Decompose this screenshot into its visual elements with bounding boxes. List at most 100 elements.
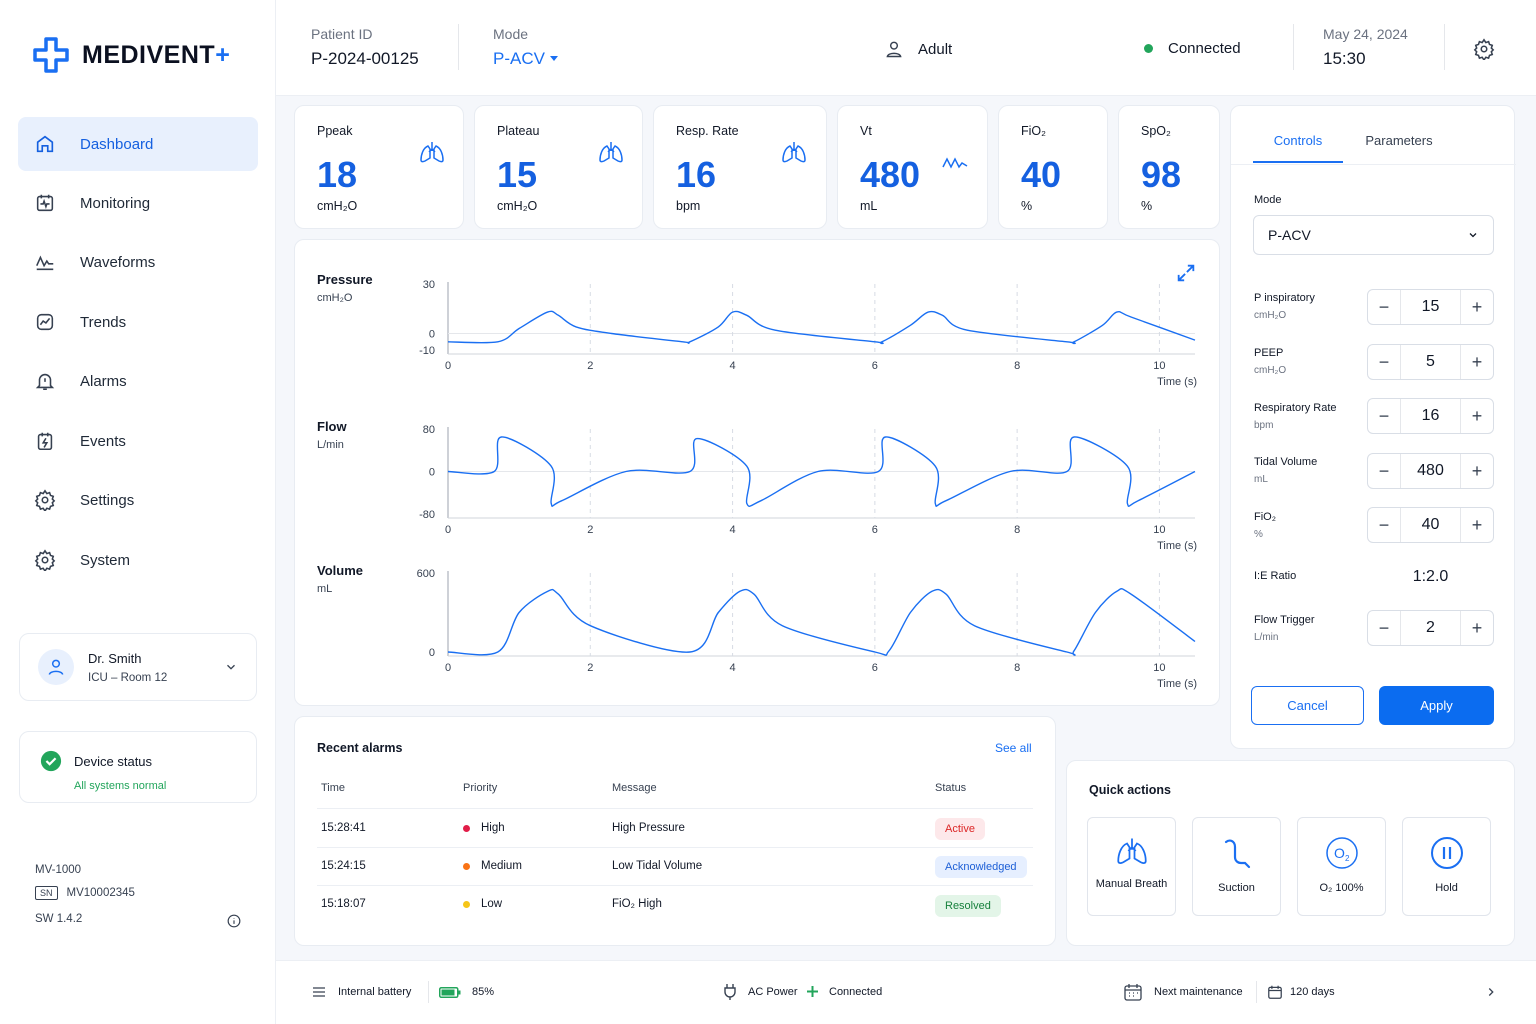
flow-waveform-line xyxy=(447,436,1196,508)
tab-controls[interactable]: Controls xyxy=(1273,133,1323,148)
chevron-right-icon[interactable] xyxy=(1484,985,1498,999)
y-tick-label: 0 xyxy=(429,647,435,659)
stepper-value[interactable]: 480 xyxy=(1400,454,1461,488)
sn-tag: SN xyxy=(35,886,58,900)
param-label-fio2: FiO₂ % xyxy=(1254,511,1276,540)
decrement-button[interactable]: − xyxy=(1378,352,1390,372)
decrement-button[interactable]: − xyxy=(1378,406,1390,426)
svg-text:2: 2 xyxy=(1345,854,1350,863)
mode-select[interactable]: P-ACV xyxy=(1253,215,1494,255)
stepper-value[interactable]: 16 xyxy=(1400,399,1461,433)
metric-unit: bpm xyxy=(676,199,701,213)
metric-value: 18 xyxy=(317,154,358,195)
stepper-value[interactable]: 2 xyxy=(1400,611,1461,645)
increment-button[interactable]: + xyxy=(1471,515,1483,535)
user-icon xyxy=(886,41,902,58)
stepper-value[interactable]: 40 xyxy=(1400,508,1461,542)
nav-item-monitoring[interactable]: Monitoring xyxy=(18,176,258,230)
decrement-button[interactable]: − xyxy=(1378,618,1390,638)
mode-select-value: P-ACV xyxy=(1268,227,1311,243)
ie-ratio-value: 1:2.0 xyxy=(1412,568,1449,585)
nav-item-alarms[interactable]: Alarms xyxy=(18,354,258,408)
metric-value: 40 xyxy=(1021,154,1062,195)
battery-icon xyxy=(439,987,461,998)
nav-item-system[interactable]: System xyxy=(18,533,258,587)
table-row[interactable]: 15:24:15 Medium Low Tidal Volume Acknowl… xyxy=(317,848,1033,886)
fio2-stepper[interactable]: − 40 + xyxy=(1367,507,1494,543)
x-tick-label: 8 xyxy=(1014,360,1020,372)
p-insp-stepper[interactable]: − 15 + xyxy=(1367,289,1494,325)
lungs-icon xyxy=(782,142,806,163)
resp-rate-stepper[interactable]: − 16 + xyxy=(1367,398,1494,434)
tab-parameters[interactable]: Parameters xyxy=(1365,133,1433,148)
plus-icon xyxy=(807,986,818,997)
maintenance-label: Next maintenance xyxy=(1154,986,1243,998)
decrement-button[interactable]: − xyxy=(1378,297,1390,317)
mode-block[interactable]: Mode P-ACV xyxy=(493,26,558,69)
x-tick-label: 6 xyxy=(872,662,878,674)
nav-item-dashboard[interactable]: Dashboard xyxy=(18,117,258,171)
increment-button[interactable]: + xyxy=(1471,406,1483,426)
peep-stepper[interactable]: − 5 + xyxy=(1367,344,1494,380)
table-row[interactable]: 15:28:41 High High Pressure Active xyxy=(317,809,1033,847)
info-icon[interactable] xyxy=(227,914,241,928)
alarm-time: 15:24:15 xyxy=(321,860,366,872)
divider xyxy=(1444,24,1445,70)
nav-item-events[interactable]: Events xyxy=(18,414,258,468)
metric-unit: cmH₂O xyxy=(497,199,538,213)
lungs-icon xyxy=(1116,838,1147,864)
see-all-link[interactable]: See all xyxy=(995,741,1032,755)
y-tick-label: 80 xyxy=(423,424,435,436)
power-plug-icon xyxy=(724,984,736,1000)
alarms-title: Recent alarms xyxy=(317,741,403,755)
column-header-status: Status xyxy=(935,782,967,794)
param-label: P inspiratory xyxy=(1254,292,1315,304)
decrement-button[interactable]: − xyxy=(1378,515,1390,535)
cancel-button[interactable]: Cancel xyxy=(1251,686,1364,725)
software-version: SW 1.4.2 xyxy=(35,913,83,925)
metric-label: SpO₂ xyxy=(1141,124,1171,138)
chart-title-pressure: Pressure cmH₂O xyxy=(317,272,373,304)
nav-item-settings[interactable]: Settings xyxy=(18,473,258,527)
increment-button[interactable]: + xyxy=(1471,352,1483,372)
increment-button[interactable]: + xyxy=(1471,297,1483,317)
stepper-value[interactable]: 15 xyxy=(1400,290,1461,324)
battery-menu-icon xyxy=(313,987,325,997)
x-tick-label: 8 xyxy=(1014,662,1020,674)
metric-unit: cmH₂O xyxy=(317,199,358,213)
divider xyxy=(1293,24,1294,70)
manual-breath-button[interactable]: Manual Breath xyxy=(1087,817,1176,916)
expand-icon[interactable] xyxy=(1175,262,1197,284)
table-row[interactable]: 15:18:07 Low FiO₂ High Resolved xyxy=(317,886,1033,924)
decrement-button[interactable]: − xyxy=(1378,461,1390,481)
apply-button[interactable]: Apply xyxy=(1379,686,1494,725)
tidal-volume-stepper[interactable]: − 480 + xyxy=(1367,453,1494,489)
hold-button[interactable]: Hold xyxy=(1402,817,1491,916)
nav-item-trends[interactable]: Trends xyxy=(18,295,258,349)
increment-button[interactable]: + xyxy=(1471,461,1483,481)
battery-label: Internal battery xyxy=(338,986,412,998)
x-tick-label: 10 xyxy=(1153,662,1165,674)
chevron-down-icon[interactable] xyxy=(224,660,238,674)
control-panel: Controls Parameters Mode P-ACV P inspira… xyxy=(1230,105,1516,749)
param-label-tidal-volume: Tidal Volume mL xyxy=(1254,456,1317,485)
suction-button[interactable]: Suction xyxy=(1192,817,1281,916)
device-status-card: Device status All systems normal xyxy=(19,731,257,803)
param-unit: % xyxy=(1254,529,1263,540)
waveform-panel: Pressure cmH₂O Flow L/min Volume mL 0 2 4 6… xyxy=(294,239,1220,706)
x-tick-label: 2 xyxy=(587,662,593,674)
waveform-icon xyxy=(36,255,54,271)
user-card[interactable]: Dr. Smith ICU – Room 12 xyxy=(19,633,257,701)
alarm-priority: Medium xyxy=(481,860,522,872)
gear-icon[interactable] xyxy=(1473,38,1495,60)
flow-trigger-stepper[interactable]: − 2 + xyxy=(1367,610,1494,646)
increment-button[interactable]: + xyxy=(1471,618,1483,638)
nav-item-waveforms[interactable]: Waveforms xyxy=(18,235,258,289)
pressure-waveform-line xyxy=(447,310,1196,345)
metric-label: Vt xyxy=(860,124,872,138)
x-tick-label: 0 xyxy=(445,524,451,536)
stepper-value[interactable]: 5 xyxy=(1400,345,1461,379)
